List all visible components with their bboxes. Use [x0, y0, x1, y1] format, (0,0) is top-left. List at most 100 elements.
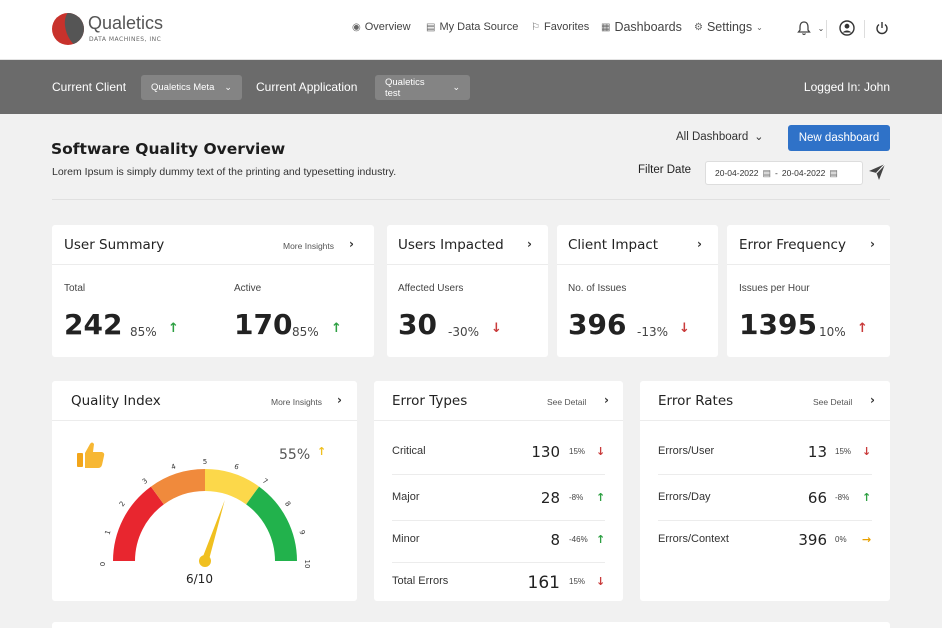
arrow-up-icon: ↑	[857, 321, 868, 336]
chevron-down-icon: ⌄	[452, 82, 460, 92]
chevron-right-icon[interactable]: ›	[870, 237, 875, 251]
chevron-right-icon[interactable]: ›	[337, 393, 342, 407]
see-detail-link[interactable]: See Detail	[547, 397, 587, 407]
date-to[interactable]: 20-04-2022	[781, 168, 826, 178]
row-pct: 15%	[569, 577, 586, 586]
gauge-tick-label: 10	[303, 560, 311, 569]
row-label: Total Errors	[392, 575, 449, 587]
client-select[interactable]: Qualetics Meta ⌄	[141, 75, 242, 100]
notification-dropdown-icon[interactable]: ⌄	[817, 23, 825, 33]
gauge-hub	[199, 555, 211, 567]
logged-in-user: Logged In: John	[803, 80, 890, 94]
date-range-input[interactable]: 20-04-2022 ▤ - 20-04-2022 ▤	[705, 161, 863, 185]
send-icon[interactable]	[867, 162, 887, 182]
card-header: Quality Index More Insights ›	[52, 381, 357, 421]
issues-value: 396	[568, 308, 627, 341]
quality-pct: 55%	[279, 447, 311, 463]
card-header: Client Impact ›	[557, 225, 718, 265]
arrow-down-icon: ↓	[862, 445, 872, 458]
thumbs-up-icon	[76, 441, 106, 473]
next-card-edge	[52, 622, 890, 628]
arrow-up-icon: ↑	[317, 445, 327, 458]
gauge-tick-label: 9	[298, 529, 307, 536]
arrow-up-icon: ↑	[596, 533, 606, 546]
gear-icon: ⚙	[694, 21, 703, 33]
row-divider	[392, 474, 605, 475]
nav-data-source-label: My Data Source	[439, 21, 519, 33]
nav-data-source[interactable]: ▤ My Data Source	[426, 21, 518, 33]
chevron-right-icon[interactable]: ›	[870, 393, 875, 407]
gauge-tick-label: 7	[261, 477, 269, 486]
gauge-segment-low	[113, 486, 164, 561]
top-navigation: Qualetics DATA MACHINES, INC ◉ Overview …	[0, 0, 942, 60]
gauge-tick-label: 6	[233, 462, 240, 471]
total-pct: 85%	[130, 325, 157, 339]
affected-users-value: 30	[398, 308, 437, 341]
row-label: Errors/User	[658, 445, 715, 457]
card-title: Error Types	[392, 393, 468, 409]
filter-date-label: Filter Date	[638, 164, 692, 176]
more-insights-link[interactable]: More Insights	[283, 241, 335, 251]
calendar-icon[interactable]: ▤	[829, 167, 838, 178]
card-title: Client Impact	[568, 237, 659, 253]
eye-icon: ◉	[352, 21, 361, 33]
application-select[interactable]: Qualetics test ⌄	[375, 75, 470, 100]
divider	[864, 20, 865, 38]
calendar-icon[interactable]: ▤	[762, 167, 771, 178]
nav-overview[interactable]: ◉ Overview	[352, 21, 411, 33]
nav-dashboards[interactable]: ▦ Dashboards	[601, 20, 682, 34]
issues-label: No. of Issues	[568, 283, 627, 294]
brand-name: Qualetics	[88, 13, 164, 33]
row-pct: -8%	[835, 493, 850, 502]
more-insights-link[interactable]: More Insights	[271, 397, 323, 407]
total-label: Total	[64, 283, 86, 294]
row-label: Errors/Day	[658, 491, 711, 503]
card-title: Users Impacted	[398, 237, 504, 253]
bell-icon[interactable]	[796, 20, 812, 36]
active-value: 170	[234, 308, 293, 341]
row-pct: -46%	[569, 535, 588, 544]
power-icon[interactable]	[874, 20, 890, 36]
arrow-down-icon: ↓	[596, 445, 606, 458]
new-dashboard-button[interactable]: New dashboard	[788, 125, 890, 151]
row-value: 130	[531, 443, 560, 461]
quality-index-card: Quality Index More Insights › 55% ↑ 0 1 2 3…	[52, 381, 357, 601]
nav-favorites[interactable]: ⚐ Favorites	[531, 21, 589, 33]
row-pct: 0%	[835, 535, 847, 544]
qualetics-logo-icon[interactable]	[52, 13, 84, 45]
date-separator: -	[775, 168, 778, 178]
affected-users-pct: -30%	[448, 325, 480, 339]
user-profile-icon[interactable]	[839, 20, 855, 36]
brand-tagline: DATA MACHINES, INC	[89, 36, 162, 43]
chevron-right-icon[interactable]: ›	[697, 237, 702, 251]
card-header: User Summary More Insights ›	[52, 225, 374, 265]
card-header: Error Rates See Detail ›	[640, 381, 890, 421]
active-label: Active	[234, 283, 262, 294]
client-select-value: Qualetics Meta	[151, 82, 215, 93]
arrow-up-icon: ↑	[331, 321, 342, 336]
chevron-right-icon[interactable]: ›	[349, 237, 354, 251]
date-from[interactable]: 20-04-2022	[715, 168, 759, 178]
arrow-down-icon: ↓	[596, 575, 606, 588]
row-value: 8	[550, 531, 560, 549]
error-types-card: Error Types See Detail › Critical 130 15% ↓…	[374, 381, 623, 601]
card-title: Error Frequency	[739, 237, 846, 253]
gauge-needle	[201, 500, 225, 563]
flag-icon: ⚐	[531, 21, 540, 33]
chevron-right-icon[interactable]: ›	[527, 237, 532, 251]
see-detail-link[interactable]: See Detail	[813, 397, 853, 407]
nav-settings-label: Settings	[706, 20, 753, 34]
card-title: Quality Index	[71, 393, 161, 409]
gauge-tick-label: 3	[141, 477, 149, 486]
card-title: User Summary	[64, 237, 165, 253]
chevron-down-icon: ⌄	[224, 82, 232, 92]
database-icon: ▤	[426, 21, 436, 33]
row-pct: -8%	[569, 493, 584, 502]
application-select-value: Qualetics test	[385, 76, 425, 99]
nav-settings[interactable]: ⚙ Settings ⌄	[694, 20, 763, 34]
chevron-down-icon: ⌄	[756, 22, 763, 32]
chevron-right-icon[interactable]: ›	[604, 393, 609, 407]
page-title: Software Quality Overview	[51, 140, 286, 158]
dashboard-select[interactable]: All Dashboard ⌄	[676, 130, 763, 144]
divider	[52, 199, 890, 200]
